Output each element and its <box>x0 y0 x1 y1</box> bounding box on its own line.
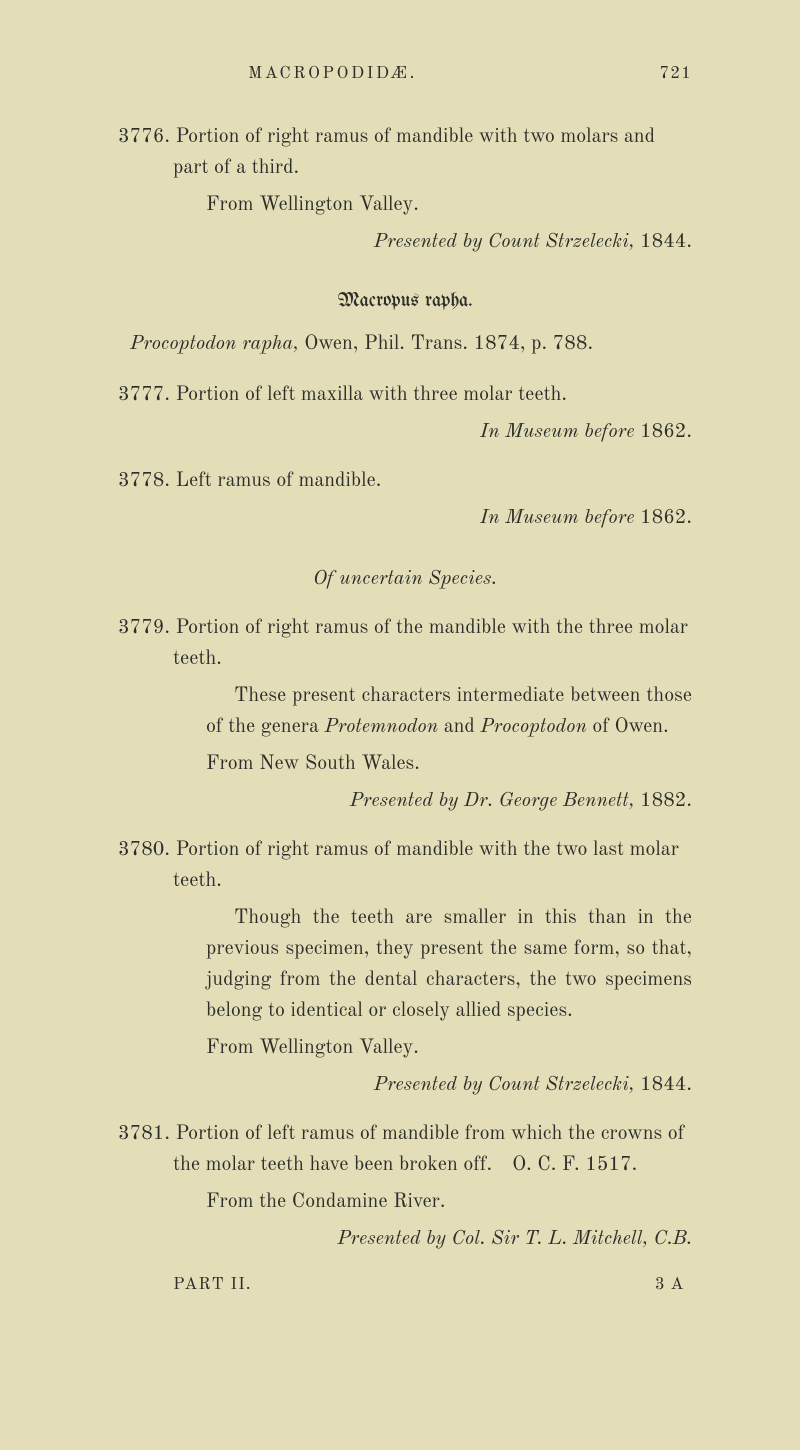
provenance: From Wellington Valley. <box>118 190 692 221</box>
credit-text: Presented by Col. Sir T. L. Mitchell, C.… <box>337 1229 692 1249</box>
credit-text: In Museum before <box>480 422 640 442</box>
credit-year: 1882. <box>640 791 692 811</box>
credit-line: In Museum before 1862. <box>118 503 692 534</box>
genus-name: Procoptodon <box>480 717 586 737</box>
desc-part: and <box>438 717 480 737</box>
section-subhead: Of uncertain Species. <box>118 564 692 595</box>
entry-text: 3777. Portion of left maxilla with three… <box>118 380 692 411</box>
catalog-entry: 3779. Portion of right ramus of the mand… <box>118 613 692 817</box>
species-heading: Macropus rapha. <box>118 286 692 317</box>
catalog-entry: 3776. Portion of right ramus of mandible… <box>118 122 692 258</box>
entry-description: These present characters intermediate be… <box>118 681 692 743</box>
entry-body: Portion of left maxilla with three molar… <box>176 385 567 405</box>
catalog-entry: 3777. Portion of left maxilla with three… <box>118 380 692 448</box>
entry-text: 3779. Portion of right ramus of the mand… <box>118 613 692 675</box>
credit-year: 1862. <box>640 422 692 442</box>
page-body: MACROPODIDÆ. 721 3776. Portion of right … <box>118 62 692 1450</box>
catalog-entry: 3781. Portion of left ramus of mandible … <box>118 1119 692 1255</box>
entry-text: 3781. Portion of left ramus of mandible … <box>118 1119 692 1181</box>
entry-description: Though the teeth are smaller in this tha… <box>118 903 692 1027</box>
credit-year: 1862. <box>640 508 692 528</box>
species-citation: Owen, Phil. Trans. 1874, p. 788. <box>299 334 593 354</box>
provenance: From Wellington Valley. <box>118 1033 692 1064</box>
entry-text: 3776. Portion of right ramus of mandible… <box>118 122 692 184</box>
species-reference: Procoptodon rapha, Owen, Phil. Trans. 18… <box>118 329 692 360</box>
provenance: From New South Wales. <box>118 749 692 780</box>
catalog-entry: 3778. Left ramus of mandible. In Museum … <box>118 466 692 534</box>
page-footer: PART II. 3 A <box>118 1273 692 1299</box>
page-number: 721 <box>659 62 692 88</box>
species-name: Procoptodon rapha, <box>130 334 299 354</box>
entry-body: Portion of right ramus of mandible with … <box>173 840 679 891</box>
catalog-entry: 3780. Portion of right ramus of mandible… <box>118 835 692 1101</box>
entry-text: 3778. Left ramus of mandible. <box>118 466 692 497</box>
provenance: From the Condamine River. <box>118 1187 692 1218</box>
desc-part: of Owen. <box>587 717 669 737</box>
credit-text: Presented by Count Strzelecki, <box>374 232 640 252</box>
credit-year: 1844. <box>640 1075 692 1095</box>
credit-text: Presented by Dr. George Bennett, <box>350 791 640 811</box>
entry-body: Portion of left ramus of mandible from w… <box>173 1124 684 1175</box>
entry-number: 3780. <box>118 840 170 860</box>
entry-body: Portion of right ramus of mandible with … <box>173 127 655 178</box>
credit-line: Presented by Col. Sir T. L. Mitchell, C.… <box>118 1224 692 1255</box>
entry-text: 3780. Portion of right ramus of mandible… <box>118 835 692 897</box>
credit-text: Presented by Count Strzelecki, <box>374 1075 640 1095</box>
credit-year: 1844. <box>640 232 692 252</box>
entry-number: 3778. <box>118 471 170 491</box>
entry-number: 3779. <box>118 618 170 638</box>
genus-name: Protemnodon <box>324 717 438 737</box>
credit-line: Presented by Dr. George Bennett, 1882. <box>118 786 692 817</box>
credit-line: In Museum before 1862. <box>118 417 692 448</box>
entry-number: 3777. <box>118 385 170 405</box>
entry-body: Left ramus of mandible. <box>176 471 382 491</box>
footer-signature: 3 A <box>655 1273 684 1299</box>
footer-part: PART II. <box>173 1273 252 1299</box>
entry-number: 3776. <box>118 127 170 147</box>
entry-number: 3781. <box>118 1124 170 1144</box>
credit-line: Presented by Count Strzelecki, 1844. <box>118 1070 692 1101</box>
credit-text: In Museum before <box>480 508 640 528</box>
running-head: MACROPODIDÆ. 721 <box>118 62 692 88</box>
credit-line: Presented by Count Strzelecki, 1844. <box>118 227 692 258</box>
entry-body: Portion of right ramus of the mandible w… <box>173 618 688 669</box>
running-title: MACROPODIDÆ. <box>248 62 417 88</box>
